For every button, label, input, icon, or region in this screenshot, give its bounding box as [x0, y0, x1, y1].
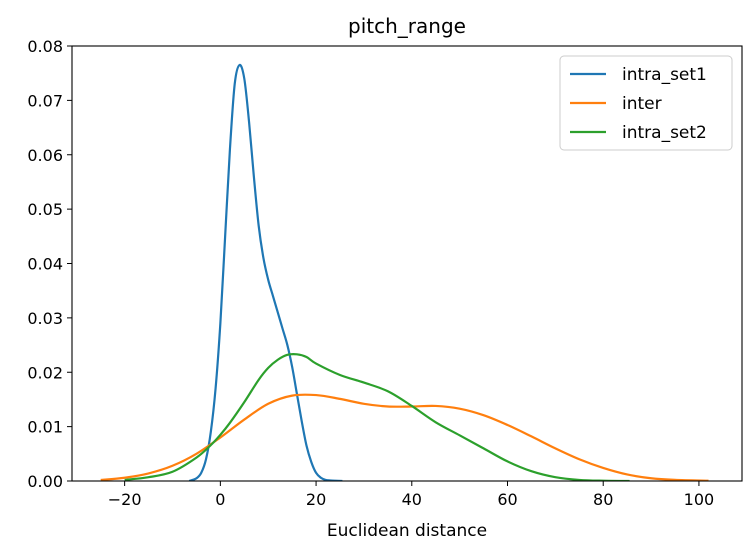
- y-tick-label: 0.01: [27, 418, 63, 437]
- series-line-inter: [100, 393, 709, 481]
- y-tick-label: 0.06: [27, 146, 63, 165]
- legend-label-intra_set1: intra_set1: [622, 65, 707, 85]
- y-tick-label: 0.04: [27, 255, 63, 274]
- x-tick-label: 40: [402, 490, 422, 509]
- x-axis-label: Euclidean distance: [327, 521, 487, 541]
- legend-label-intra_set2: intra_set2: [622, 123, 707, 143]
- y-tick-label: 0.05: [27, 200, 63, 219]
- y-tick-label: 0.02: [27, 363, 63, 382]
- series-line-intra_set1: [188, 63, 343, 481]
- y-tick-label: 0.07: [27, 91, 63, 110]
- y-tick-label: 0.00: [27, 472, 63, 491]
- x-tick-label: 60: [497, 490, 517, 509]
- x-tick-label: 20: [306, 490, 326, 509]
- x-tick-label: 80: [593, 490, 613, 509]
- legend-box: [559, 55, 733, 151]
- y-tick-label: 0.08: [27, 37, 63, 56]
- x-tick-label: −20: [108, 490, 142, 509]
- series-line-intra_set2: [124, 352, 630, 481]
- y-tick-label: 0.03: [27, 309, 63, 328]
- x-tick-label: 100: [684, 490, 715, 509]
- x-axis: −20 0 20 40 60 80 100: [108, 481, 714, 509]
- x-tick-label: 0: [215, 490, 225, 509]
- legend-label-inter: inter: [622, 94, 662, 114]
- chart-title: pitch_range: [348, 14, 466, 38]
- y-axis: 0.00 0.01 0.02 0.03 0.04 0.05 0.06 0.07 0.08: [27, 37, 72, 491]
